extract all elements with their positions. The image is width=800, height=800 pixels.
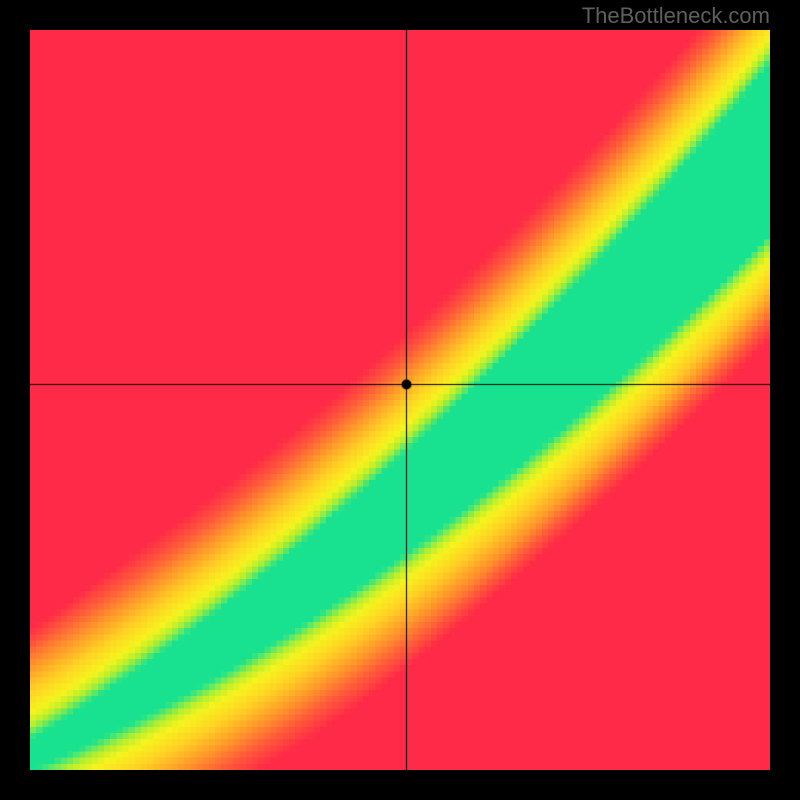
bottleneck-heatmap (30, 30, 770, 770)
chart-container: TheBottleneck.com (0, 0, 800, 800)
watermark-text: TheBottleneck.com (582, 3, 770, 29)
